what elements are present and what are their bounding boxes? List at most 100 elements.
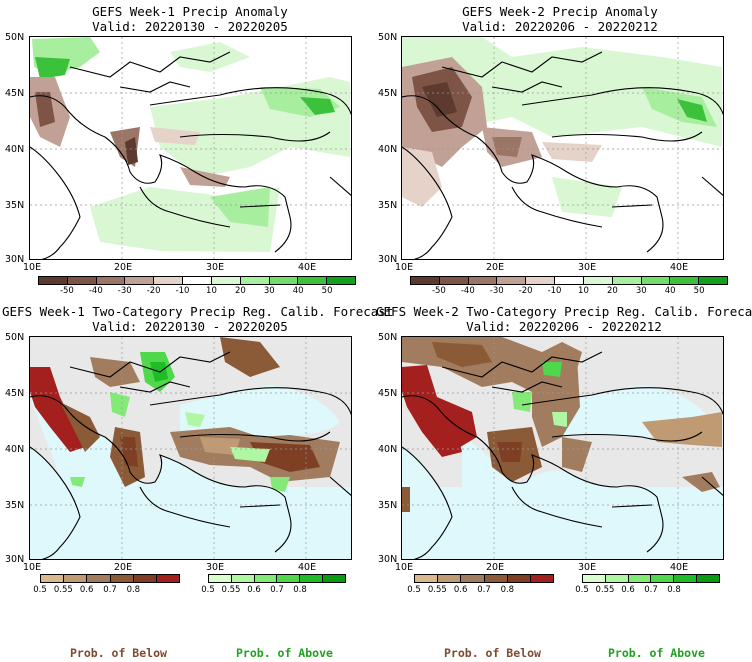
panel4-lat-label: 50N [378,332,398,343]
panel3-lon-label: 10E [23,562,42,573]
prob-below-caption: Prob. of Below [444,646,541,660]
prob-below-caption: Prob. of Below [70,646,167,660]
panel4-lat-label: 45N [378,388,398,399]
panel2-lat-label: 40N [378,144,398,155]
panel1-lon-label: 10E [23,262,42,273]
panel3-map [29,336,352,560]
colorbar-swatch [612,277,642,284]
colorbar-label: 30 [263,286,275,296]
colorbar-label: 0.8 [126,585,141,595]
colorbar-label: 0.6 [621,585,635,595]
panel1-map [29,36,352,260]
colorbar-swatch [133,575,157,582]
colorbar-swatch [96,277,126,284]
colorbar-swatch [209,575,232,582]
colorbar-label: -30 [489,286,504,296]
panel2-lat-label: 45N [378,88,398,99]
colorbar-swatch [254,575,278,582]
panel4-valid: Valid: 20220206 - 20220212 [466,319,662,334]
colorbar-label: 0.55 [221,585,241,595]
colorbar-label: 0.55 [427,585,447,595]
colorbar-swatch [300,575,324,582]
colorbar-label: 50 [693,286,705,296]
colorbar-swatch [323,575,345,582]
colorbar-swatch [628,575,652,582]
panel2-lat-label: 35N [378,200,398,211]
panel2-anomaly-colorbar [410,276,728,285]
panel3-lat-label: 40N [5,444,25,455]
colorbar-label: 0.6 [79,585,94,595]
panel2-lon-label: 20E [486,262,505,273]
panel4-map [401,336,724,560]
colorbar-label: -20 [146,286,161,296]
panel2-lat-label: 50N [378,32,398,43]
panel4-title: GEFS Week-2 Two-Category Precip Reg. Cal… [376,304,752,319]
panel3-lat-label: 45N [5,388,25,399]
colorbar-swatch [125,277,155,284]
colorbar-swatch [439,277,469,284]
panel1-lat-label: 30N [5,254,25,265]
colorbar-swatch [555,277,584,284]
colorbar-label: 40 [292,286,304,296]
colorbar-swatch [697,575,719,582]
panel1-lon-label: 30E [206,262,225,273]
colorbar-label: 0.7 [103,585,117,595]
panel4-above-colorbar [582,574,720,583]
panel2-lon-label: 30E [578,262,597,273]
panel4-lon-label: 10E [395,562,414,573]
panel4-lon-label: 30E [578,562,597,573]
colorbar-swatch [154,277,184,284]
colorbar-swatch [327,277,355,284]
colorbar-swatch [110,575,134,582]
colorbar-swatch [484,575,508,582]
colorbar-swatch [507,575,531,582]
colorbar-label: 0.7 [477,585,491,595]
colorbar-swatch [39,277,68,284]
panel1-title: GEFS Week-1 Precip Anomaly [92,4,288,19]
panel4-lat-label: 40N [378,444,398,455]
colorbar-swatch [605,575,629,582]
panel1-valid: Valid: 20220130 - 20220205 [92,19,288,34]
colorbar-swatch [526,277,556,284]
colorbar-label: 0.5 [33,585,47,595]
colorbar-label: 0.5 [575,585,589,595]
colorbar-label: -40 [88,286,103,296]
colorbar-swatch [64,575,88,582]
colorbar-label: 0.8 [500,585,515,595]
panel1-anomaly-colorbar [38,276,356,285]
colorbar-label: 40 [664,286,676,296]
colorbar-swatch [411,277,440,284]
colorbar-label: 0.8 [667,585,681,595]
colorbar-swatch [231,575,255,582]
colorbar-swatch [670,277,700,284]
colorbar-swatch [641,277,671,284]
colorbar-swatch [277,575,301,582]
colorbar-swatch [156,575,180,582]
panel4-below-colorbar [414,574,554,583]
colorbar-swatch [461,575,485,582]
colorbar-label: 0.6 [247,585,261,595]
panel1-lat-label: 35N [5,200,25,211]
panel3-valid: Valid: 20220130 - 20220205 [92,319,288,334]
panel3-lat-label: 35N [5,500,25,511]
panel3-above-colorbar [208,574,346,583]
colorbar-swatch [415,575,439,582]
colorbar-swatch [497,277,527,284]
panel1-lon-label: 20E [114,262,133,273]
colorbar-label: 20 [234,286,246,296]
colorbar-swatch [41,575,65,582]
colorbar-swatch [438,575,462,582]
panel3-below-colorbar [40,574,180,583]
colorbar-label: -10 [547,286,562,296]
panel4-lon-label: 40E [670,562,689,573]
colorbar-label: -40 [460,286,475,296]
colorbar-label: 0.8 [293,585,307,595]
colorbar-label: 50 [321,286,333,296]
colorbar-label: -50 [59,286,74,296]
panel4-lat-label: 30N [378,554,398,565]
panel2-lon-label: 40E [670,262,689,273]
colorbar-swatch [183,277,212,284]
panel2-title: GEFS Week-2 Precip Anomaly [462,4,658,19]
panel3-title: GEFS Week-1 Two-Category Precip Reg. Cal… [2,304,394,319]
colorbar-label: -30 [117,286,132,296]
